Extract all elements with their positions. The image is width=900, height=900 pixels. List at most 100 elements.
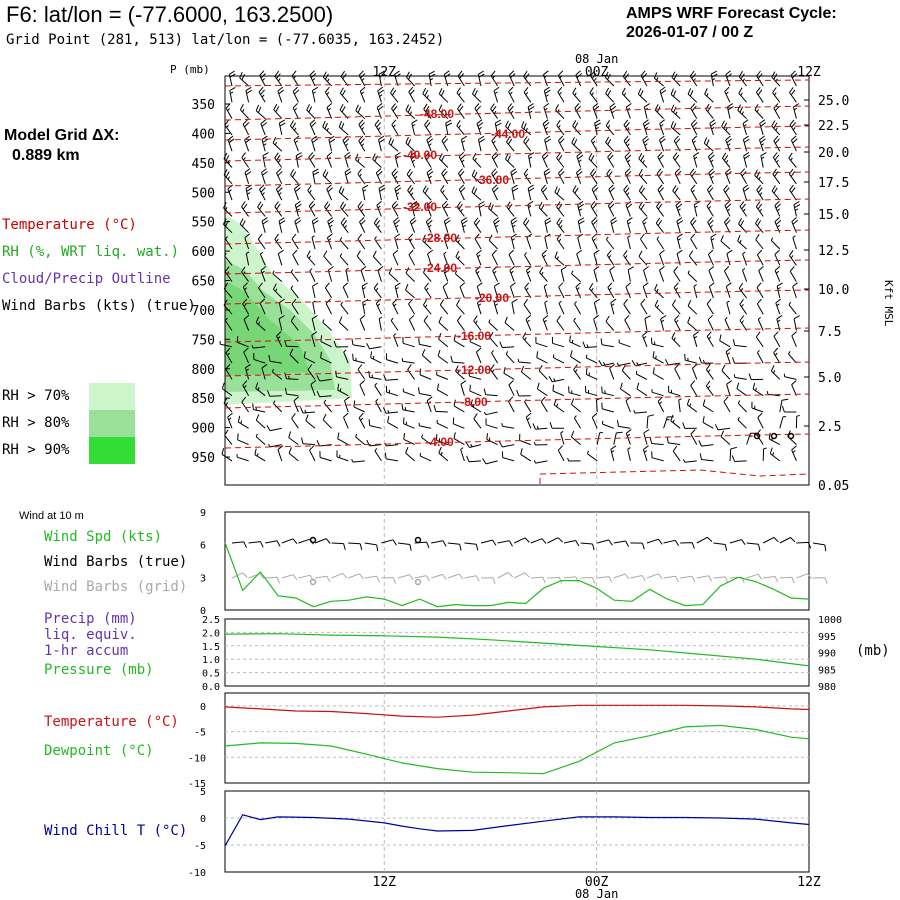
- wind-barb: [600, 338, 614, 348]
- wind-barb: [309, 445, 316, 462]
- wind-barb: [560, 266, 567, 282]
- pressure-tick-label: 985: [818, 665, 836, 676]
- wind-barb: [653, 72, 664, 87]
- wind-barb: [651, 389, 664, 397]
- wind-barb: [377, 86, 384, 103]
- wind-barb: [706, 184, 714, 201]
- wind-barb: [323, 399, 332, 413]
- wind-barb: [290, 285, 299, 299]
- wind-barb: [382, 407, 399, 414]
- wind-barb: [588, 152, 598, 168]
- wind-barb: [756, 349, 764, 364]
- pressure-axis-label: P (mb): [170, 63, 210, 76]
- wind-barb: [771, 185, 781, 201]
- wind-barb: [458, 151, 466, 168]
- wind-barb: [557, 135, 565, 152]
- wind-barb: [574, 301, 582, 315]
- wind-barb: [423, 315, 432, 331]
- wind-barb: [276, 331, 283, 348]
- wind-barb: [544, 135, 551, 152]
- wind-barb: [358, 70, 366, 87]
- wind-barb: [394, 282, 401, 299]
- wind-barb: [316, 375, 332, 382]
- wind-barb: [708, 168, 715, 184]
- pressure-tick-label: 400: [192, 127, 215, 142]
- grid-wind-barb: [265, 576, 280, 584]
- wind-barb: [505, 153, 515, 168]
- wind-barb: [523, 217, 532, 234]
- wind-barb: [523, 299, 532, 315]
- pressure-panel-frame: [224, 618, 810, 687]
- wind-barb: [585, 354, 598, 364]
- wind-barb: [557, 70, 565, 87]
- wind-barb: [789, 119, 797, 136]
- wind-barb: [221, 448, 233, 462]
- wind-barb: [642, 445, 649, 462]
- wind-barb: [278, 119, 286, 136]
- wind-barb: [478, 135, 485, 152]
- wind-barb: [792, 282, 798, 299]
- wind-barb: [511, 184, 519, 201]
- wind-barb: [424, 282, 432, 299]
- wind-barb: [724, 317, 731, 331]
- wind-barb: [388, 137, 399, 152]
- wind-barb: [436, 371, 448, 380]
- wind-barb: [418, 338, 432, 348]
- wind-barb: [261, 135, 269, 152]
- wind-barb: [623, 298, 631, 315]
- wind-barb: [654, 104, 664, 119]
- temperature-contour: [224, 125, 810, 141]
- wind-barb: [411, 119, 418, 136]
- wind-barb: [361, 282, 368, 299]
- grid-wind-barb: [713, 576, 729, 583]
- wind-barb: [255, 382, 266, 397]
- wind-barb: [636, 382, 648, 397]
- temperature-tick-label: 0: [200, 702, 206, 713]
- true-wind-barb: [314, 538, 331, 544]
- wind-barb: [642, 135, 650, 152]
- wind-barb: [542, 70, 549, 87]
- grid-wind-barb: [630, 575, 646, 582]
- wind-barb: [405, 136, 415, 152]
- wind-barb: [391, 168, 399, 185]
- wind-tick-label: 3: [200, 573, 206, 584]
- wind-barb: [438, 333, 449, 348]
- wind-barb: [272, 270, 283, 282]
- wind-barb: [769, 447, 781, 462]
- wind-barb: [326, 233, 333, 250]
- wind-barb: [339, 237, 349, 250]
- cycle-line-1: AMPS WRF Forecast Cycle:: [626, 5, 837, 22]
- wind-barb: [554, 186, 565, 201]
- kft-tick-label: 0.05: [818, 479, 849, 494]
- wind-barb: [618, 339, 631, 348]
- wind-barb: [258, 282, 266, 299]
- wind-barb: [323, 250, 332, 266]
- wind-barb: [236, 454, 249, 462]
- kft-tick-label: 12.5: [818, 244, 849, 259]
- true-wind-barb: [796, 541, 812, 549]
- bottom-time-tick-label: 00Z: [585, 875, 609, 890]
- wind-barb: [221, 382, 233, 397]
- wind-barb: [742, 251, 748, 266]
- wind-barb: [676, 249, 683, 266]
- wind-barb: [426, 168, 434, 184]
- wind-barb: [276, 168, 283, 185]
- wind-barb: [268, 354, 282, 364]
- wind-barb: [709, 119, 717, 136]
- wind-barb: [724, 86, 731, 103]
- grid-wind-barb: [696, 575, 713, 582]
- wind-barb: [470, 399, 482, 413]
- wind-barb: [508, 70, 516, 87]
- pressure-tick-label: 750: [192, 333, 215, 348]
- grid-wind-barb: [447, 573, 464, 580]
- wind-barb: [793, 201, 801, 217]
- wind-barb: [408, 233, 416, 250]
- wind-barb: [605, 87, 615, 103]
- wind-barb: [425, 217, 433, 233]
- wind-barb: [627, 235, 631, 250]
- true-wind-barb: [812, 542, 827, 552]
- wind-barb: [492, 266, 499, 282]
- wind-barb: [690, 429, 698, 445]
- wind-barb: [523, 136, 532, 152]
